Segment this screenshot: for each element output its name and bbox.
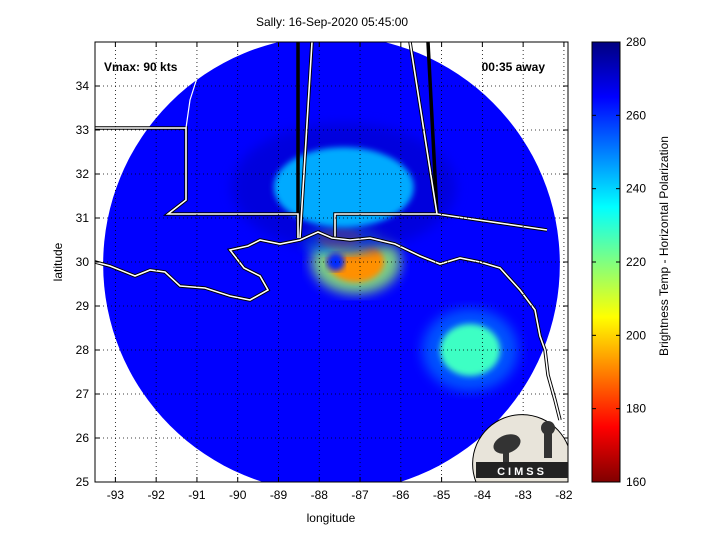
- x-tick-label: -82: [555, 488, 573, 502]
- colorbar-tick-label: 260: [626, 108, 646, 122]
- x-tick-label: -92: [147, 488, 165, 502]
- x-tick-label: -89: [270, 488, 288, 502]
- time-offset-annotation: 00:35 away: [482, 60, 546, 74]
- y-tick-label: 33: [76, 123, 90, 137]
- feature-rainband-east: [440, 324, 501, 376]
- x-tick-label: -90: [229, 488, 247, 502]
- vmax-annotation: Vmax: 90 kts: [104, 60, 178, 74]
- x-tick-label: -93: [107, 488, 125, 502]
- y-axis: 25 26 27 28 29 30 31 32 33 34: [76, 79, 568, 489]
- y-tick-label: 30: [76, 255, 90, 269]
- y-tick-label: 27: [76, 387, 90, 401]
- colorbar-tick-label: 220: [626, 255, 646, 269]
- y-tick-label: 32: [76, 167, 90, 181]
- x-tick-label: -85: [433, 488, 451, 502]
- colorbar-tick-label: 200: [626, 328, 646, 342]
- river: [185, 54, 211, 129]
- y-tick-label: 29: [76, 299, 90, 313]
- colorbar-tick-label: 160: [626, 475, 646, 489]
- y-tick-label: 28: [76, 343, 90, 357]
- y-tick-label: 25: [76, 475, 90, 489]
- map-outlines: [95, 42, 562, 421]
- logo-text: CIMSS: [497, 466, 547, 478]
- y-axis-label: latitude: [51, 242, 65, 281]
- state-borders: [95, 42, 548, 240]
- features-layer: [231, 123, 519, 392]
- x-tick-label: -88: [311, 488, 329, 502]
- x-tick-label: -87: [351, 488, 369, 502]
- plot-content: [95, 42, 568, 482]
- colorbar-tick-label: 280: [626, 35, 646, 49]
- feature-rainband-north: [273, 147, 414, 228]
- colorbar-tick-label: 240: [626, 182, 646, 196]
- colorbar: [591, 41, 621, 483]
- x-tick-label: -83: [514, 488, 532, 502]
- colorbar-label: Brightness Temp - Horizontal Polarizatio…: [657, 136, 671, 356]
- coastline: [95, 231, 561, 421]
- y-tick-label: 34: [76, 79, 90, 93]
- x-axis: -93 -92 -91 -90 -89 -88 -87 -86 -85 -84 -83 -82: [107, 42, 573, 502]
- x-axis-label: longitude: [307, 511, 356, 525]
- y-tick-label: 26: [76, 431, 90, 445]
- x-tick-label: -91: [188, 488, 206, 502]
- x-tick-label: -86: [392, 488, 410, 502]
- colorbar-ticks: 160 180 200 220 240 260 280: [592, 35, 646, 489]
- x-tick-label: -84: [474, 488, 492, 502]
- chart-title: Sally: 16-Sep-2020 05:45:00: [256, 15, 408, 29]
- y-tick-label: 31: [76, 211, 90, 225]
- cimss-logo: CIMSS: [472, 414, 569, 483]
- colorbar-tick-label: 180: [626, 402, 646, 416]
